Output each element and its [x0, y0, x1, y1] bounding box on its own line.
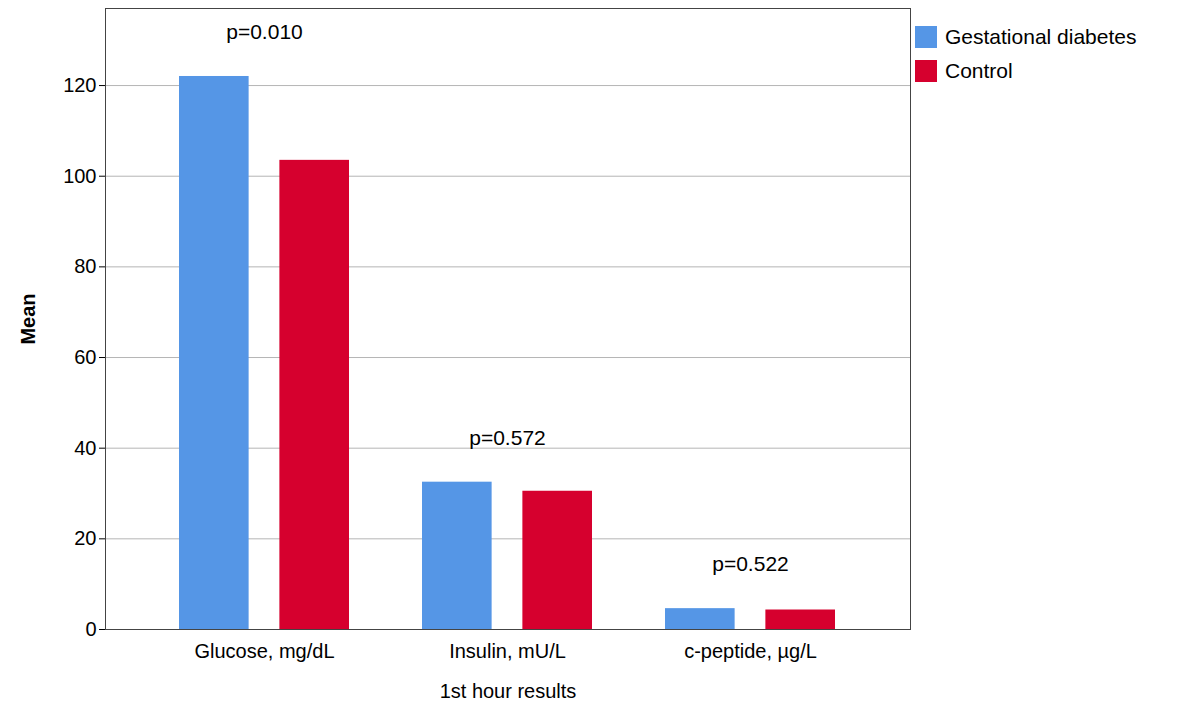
svg-text:20: 20: [74, 527, 96, 549]
svg-text:p=0.572: p=0.572: [469, 426, 546, 449]
svg-text:p=0.010: p=0.010: [226, 20, 303, 43]
svg-text:120: 120: [63, 74, 96, 96]
svg-text:40: 40: [74, 437, 96, 459]
svg-text:c-peptide, µg/L: c-peptide, µg/L: [684, 640, 817, 662]
svg-text:p=0.522: p=0.522: [712, 552, 789, 575]
svg-text:0: 0: [85, 618, 96, 640]
svg-text:Glucose, mg/dL: Glucose, mg/dL: [194, 640, 334, 662]
html-text:Control: Control: [945, 59, 1013, 82]
svg-text:80: 80: [74, 255, 96, 277]
svg-text:Insulin, mU/L: Insulin, mU/L: [449, 640, 566, 662]
svg-text:Mean: Mean: [17, 293, 39, 344]
svg-text:60: 60: [74, 346, 96, 368]
svg-text:100: 100: [63, 165, 96, 187]
svg-text:1st hour results: 1st hour results: [440, 680, 577, 702]
html-text:Gestational diabetes: Gestational diabetes: [945, 25, 1137, 48]
